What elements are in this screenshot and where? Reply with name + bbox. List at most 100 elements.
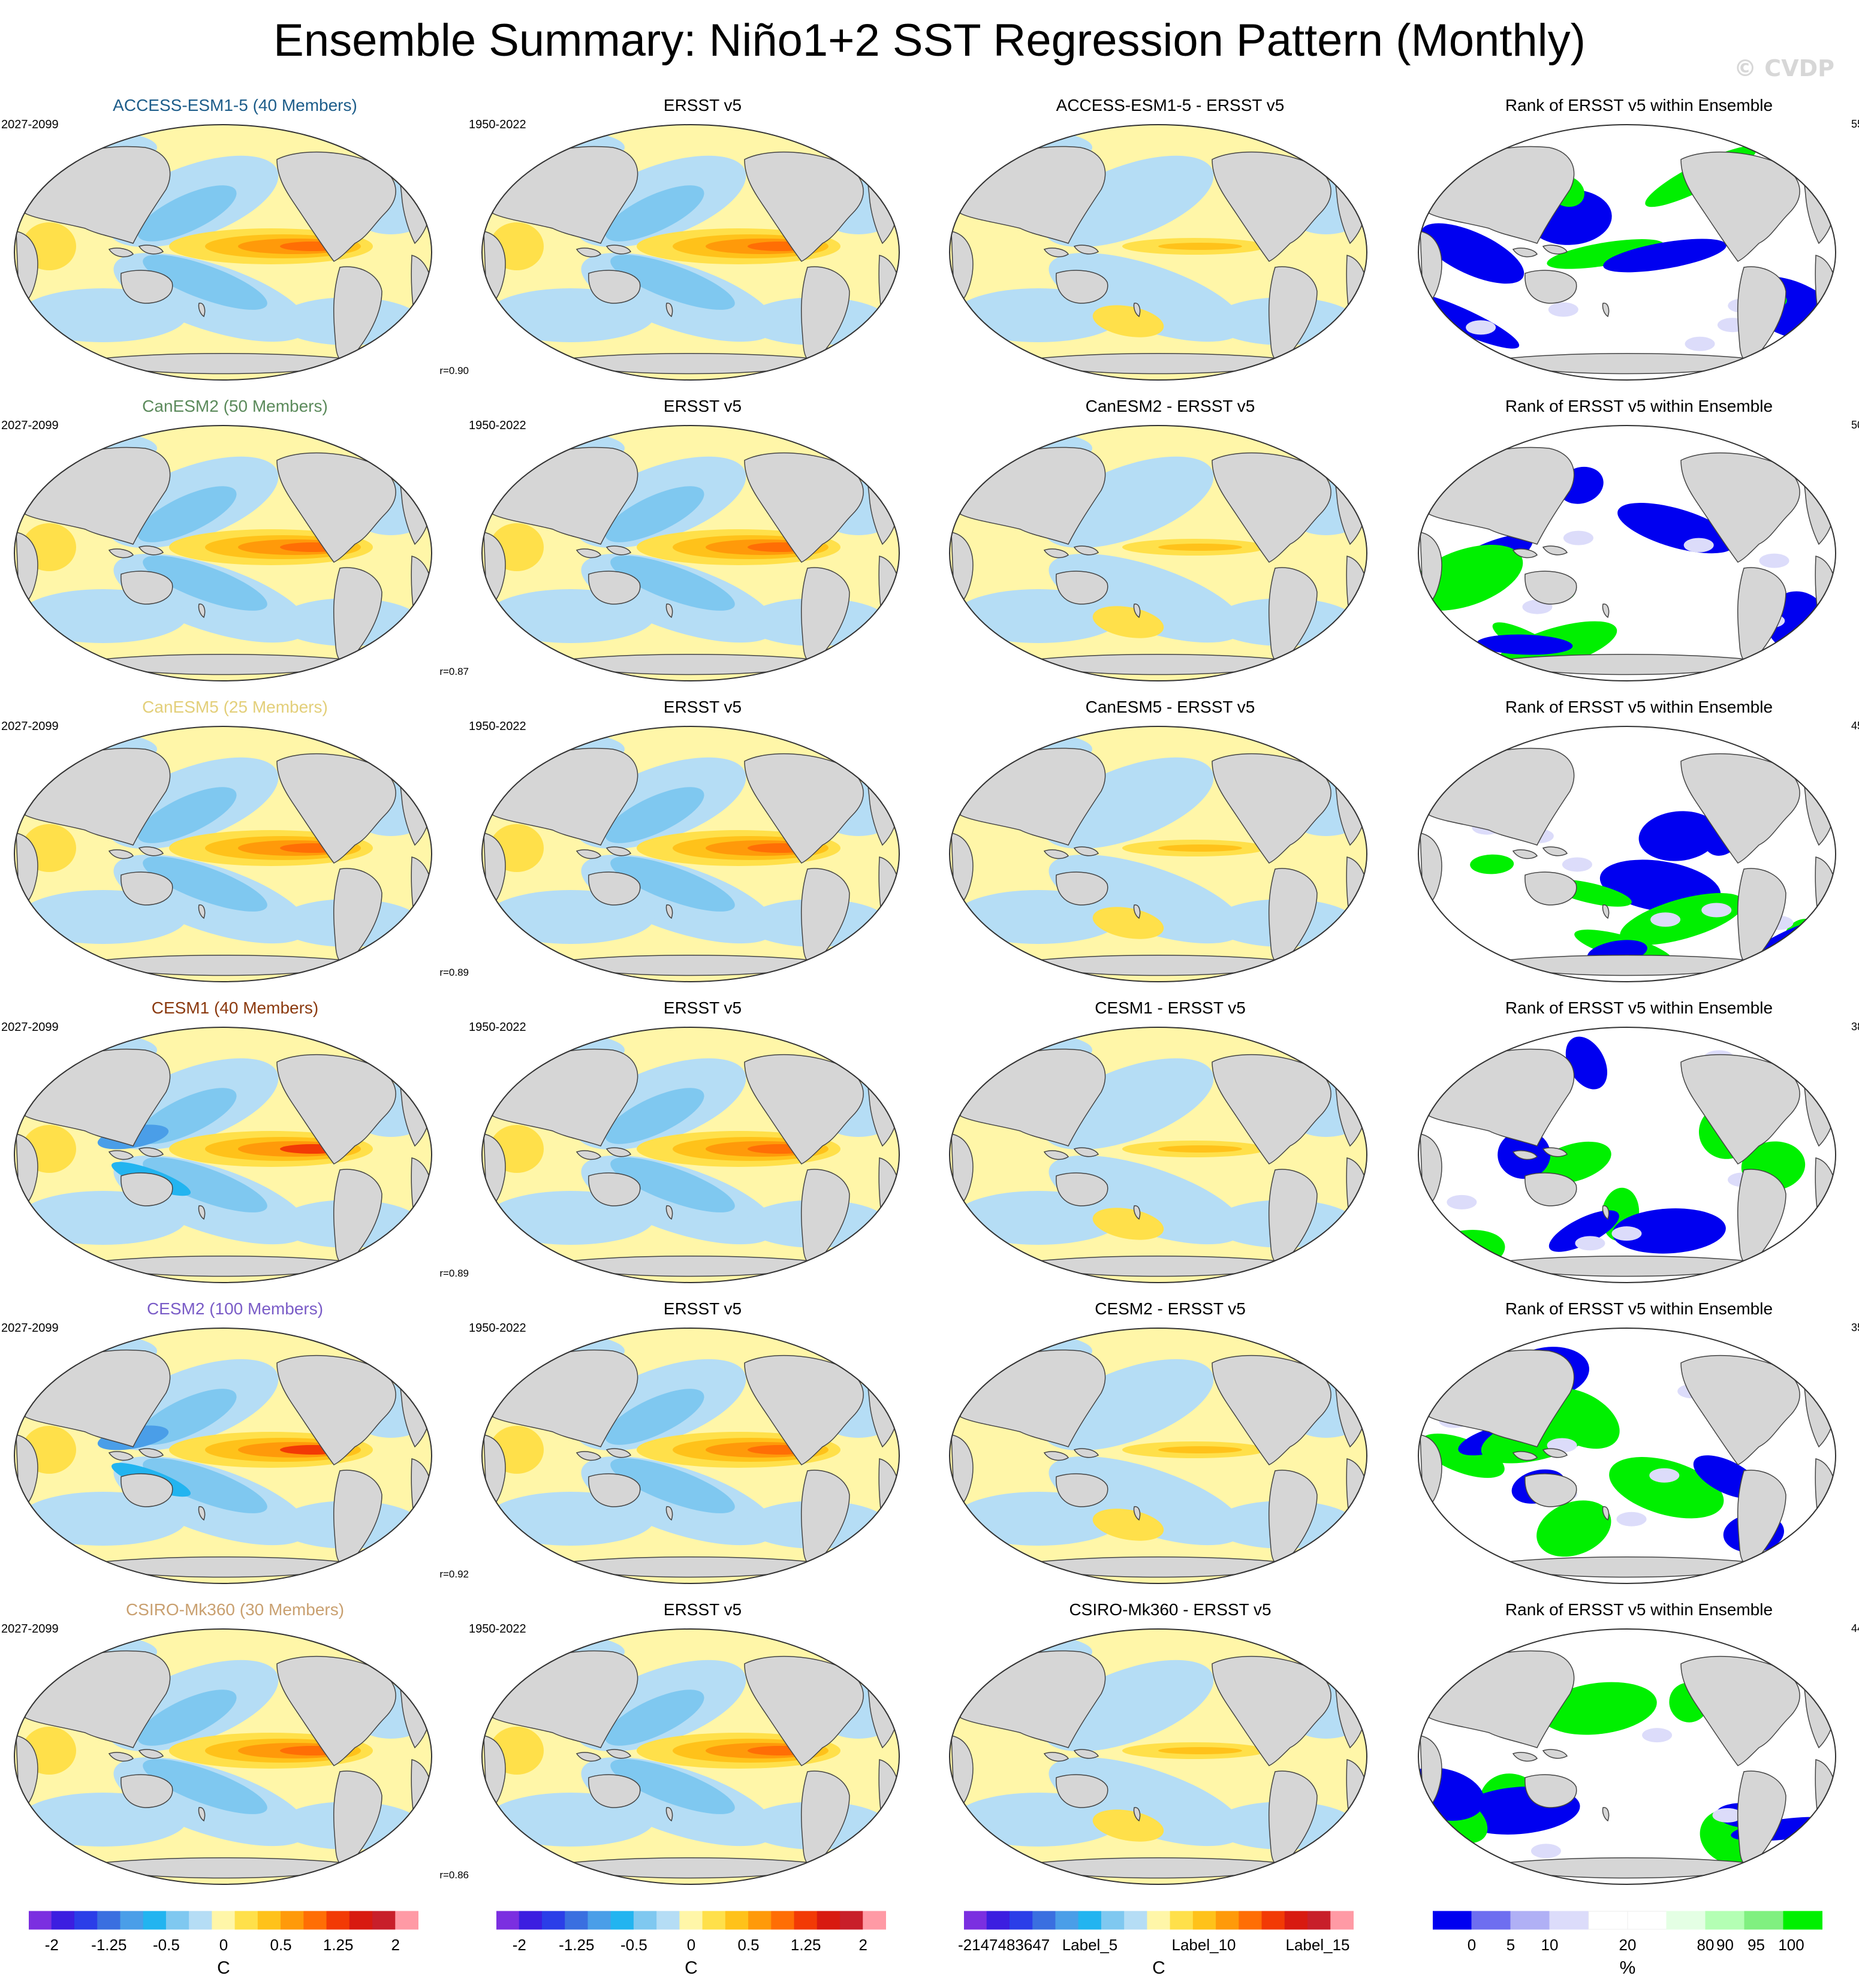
colorbar-label: Label_15 [1285, 1936, 1350, 1954]
colorbar-swatch [840, 1911, 864, 1930]
colorbar-label: 10 [1541, 1936, 1559, 1954]
colorbar-swatch [326, 1911, 350, 1930]
colorbar: -2147483647 Label_5 Label_10 Label_15 C [958, 1911, 1354, 1983]
world-map [1418, 1628, 1836, 1885]
colorbar-label: 2 [391, 1936, 400, 1954]
panel-years: 1950-2022 [469, 1021, 526, 1034]
colorbar-swatch [1744, 1911, 1784, 1930]
colorbar-swatch [1170, 1911, 1194, 1930]
colorbar-swatches [29, 1911, 418, 1930]
world-map [481, 124, 900, 381]
colorbar-label: -2147483647 [958, 1936, 1050, 1954]
diff-panel: CESM1 - ERSST v5 [948, 998, 1392, 1285]
world-map [1418, 726, 1836, 982]
colorbar-swatch [372, 1911, 396, 1930]
world-map [949, 124, 1367, 381]
colorbar-swatch [1216, 1911, 1240, 1930]
colorbar-swatch [1627, 1911, 1667, 1930]
panel-title: ACCESS-ESM1-5 (40 Members) [113, 96, 357, 114]
diff-panel: CSIRO-Mk360 - ERSST v5 [948, 1600, 1392, 1887]
obs-panel: ERSST v5 1950-2022 [469, 1600, 924, 1887]
diff-panel: CanESM5 - ERSST v5 [948, 698, 1392, 984]
colorbar-swatch [74, 1911, 98, 1930]
model-panel: CESM2 (100 Members) 2027-2099 r=0.92 [1, 1299, 469, 1586]
colorbar-swatch [702, 1911, 726, 1930]
panel-title: Rank of ERSST v5 within Ensemble [1505, 998, 1773, 1017]
panel-title: CanESM2 - ERSST v5 [1085, 397, 1255, 415]
colorbar-swatch [1284, 1911, 1309, 1930]
world-map [481, 1027, 900, 1283]
world-map [949, 1628, 1367, 1885]
colorbar-label: 100 [1778, 1936, 1804, 1954]
rank-panel: Rank of ERSST v5 within Ensemble 38% [1417, 998, 1859, 1285]
colorbar-swatches [964, 1911, 1354, 1930]
colorbar-swatch [1261, 1911, 1285, 1930]
colorbar-label: -2 [512, 1936, 526, 1954]
panel-title: ERSST v5 [663, 1600, 742, 1619]
panel-years: 2027-2099 [1, 1322, 59, 1335]
colorbar-swatch [303, 1911, 327, 1930]
world-map [1418, 124, 1836, 381]
colorbar-swatch [257, 1911, 282, 1930]
colorbar-swatch [97, 1911, 121, 1930]
diff-panel: CESM2 - ERSST v5 [948, 1299, 1392, 1586]
colorbar: -2 -1.25 -0.5 0 0.5 1.25 2 C [496, 1911, 886, 1983]
colorbar-swatch [1078, 1911, 1102, 1930]
colorbar-swatch [1239, 1911, 1263, 1930]
colorbar-swatch [1009, 1911, 1034, 1930]
colorbar-swatch [143, 1911, 167, 1930]
colorbar-swatch [1666, 1911, 1706, 1930]
obs-panel: ERSST v5 1950-2022 [469, 397, 924, 683]
colorbar-swatch [986, 1911, 1010, 1930]
obs-panel: ERSST v5 1950-2022 [469, 96, 924, 382]
colorbar-swatches [496, 1911, 886, 1930]
colorbar-swatch [1510, 1911, 1550, 1930]
world-map [949, 726, 1367, 982]
colorbar-swatch [964, 1911, 987, 1930]
colorbar-swatch [1588, 1911, 1628, 1930]
colorbar-label: 95 [1747, 1936, 1765, 1954]
colorbar-label: Label_10 [1171, 1936, 1236, 1954]
colorbar-label: 0 [1467, 1936, 1477, 1954]
panel-title: CanESM5 (25 Members) [142, 698, 328, 716]
colorbar-swatch [51, 1911, 75, 1930]
panel-title: Rank of ERSST v5 within Ensemble [1505, 698, 1773, 716]
colorbar-swatch [863, 1911, 886, 1930]
model-panel: ACCESS-ESM1-5 (40 Members) 2027-2099 r=0.9… [1, 96, 469, 382]
diff-panel: ACCESS-ESM1-5 - ERSST v5 [948, 96, 1392, 382]
colorbar-swatch [1705, 1911, 1745, 1930]
rank-percent: 55% [1851, 118, 1859, 130]
colorbar-swatch [565, 1911, 589, 1930]
colorbar-label: 0 [219, 1936, 228, 1954]
panel-title: CESM2 - ERSST v5 [1095, 1299, 1246, 1318]
rank-percent: 38% [1851, 1021, 1859, 1033]
colorbar-label: -0.5 [153, 1936, 180, 1954]
world-map [14, 425, 432, 681]
colorbar-swatch [587, 1911, 611, 1930]
rank-percent: 35% [1851, 1322, 1859, 1334]
colorbar-swatch [1307, 1911, 1331, 1930]
diff-panel: CanESM2 - ERSST v5 [948, 397, 1392, 683]
colorbar-label: 80 [1697, 1936, 1715, 1954]
pattern-correlation: r=0.90 [439, 365, 469, 376]
world-map [481, 425, 900, 681]
colorbar-swatch [1433, 1911, 1472, 1930]
panel-title: ERSST v5 [663, 1299, 742, 1318]
panel-years: 2027-2099 [1, 720, 59, 733]
colorbar-swatch [1101, 1911, 1125, 1930]
colorbar-label: -1.25 [91, 1936, 127, 1954]
obs-panel: ERSST v5 1950-2022 [469, 698, 924, 984]
colorbar-swatch [1055, 1911, 1079, 1930]
colorbar-swatch [725, 1911, 749, 1930]
world-map [14, 1628, 432, 1885]
colorbar-label: 20 [1619, 1936, 1637, 1954]
colorbar-label: 1.25 [790, 1936, 821, 1954]
rank-percent: 45% [1851, 720, 1859, 732]
panel-years: 1950-2022 [469, 118, 526, 131]
colorbar-swatch [395, 1911, 418, 1930]
rank-percent: 50% [1851, 419, 1859, 431]
colorbar-label: 1.25 [323, 1936, 354, 1954]
colorbar-swatch [165, 1911, 190, 1930]
colorbar-swatch [656, 1911, 680, 1930]
panel-years: 2027-2099 [1, 118, 59, 131]
